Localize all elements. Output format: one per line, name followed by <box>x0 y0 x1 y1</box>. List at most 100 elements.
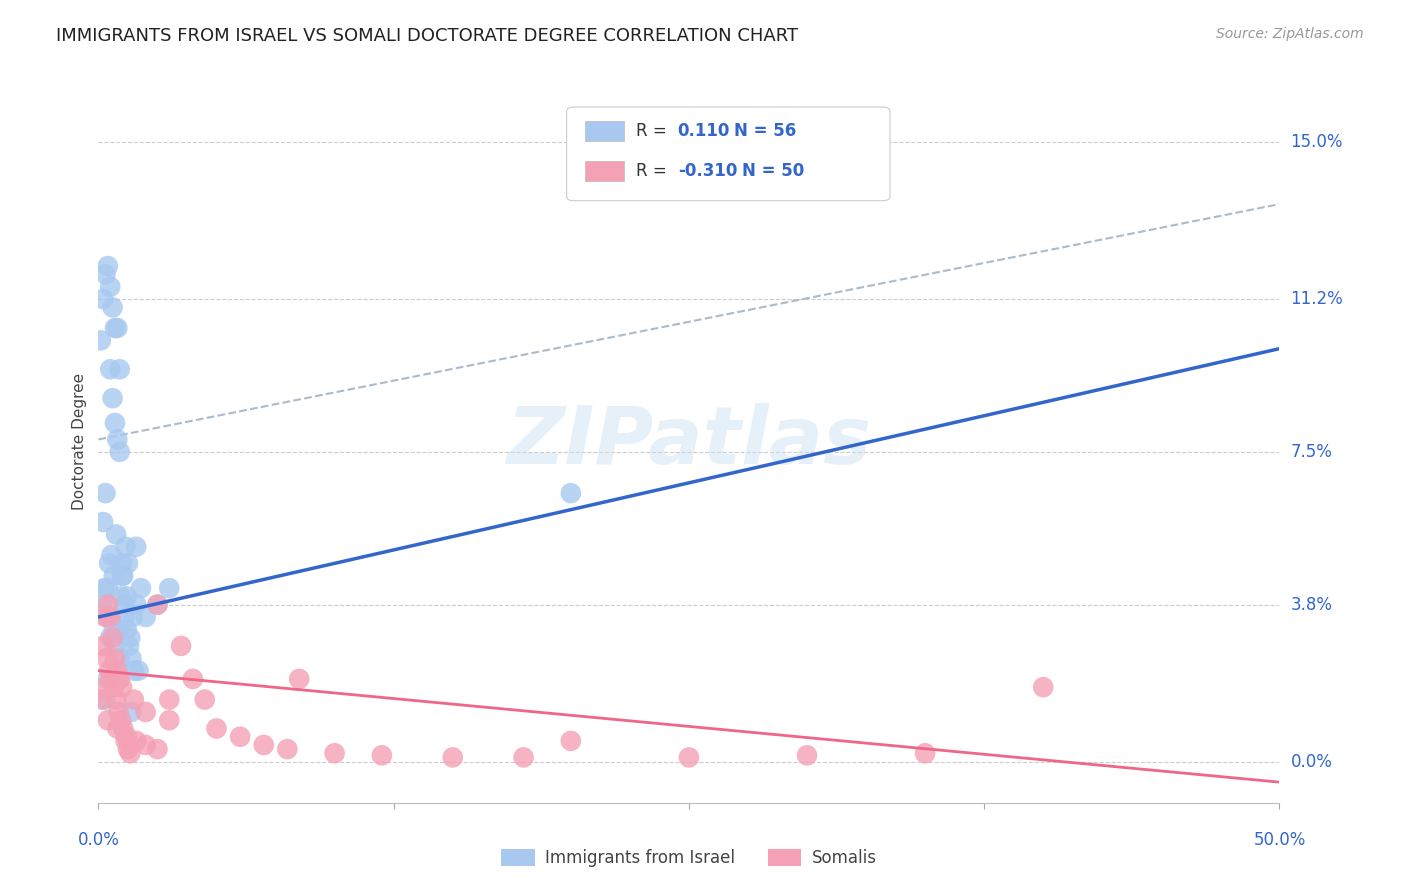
Point <box>111 680 134 694</box>
Point <box>98 631 121 645</box>
Point <box>108 672 131 686</box>
Point <box>91 292 114 306</box>
Legend: Immigrants from Israel, Somalis: Immigrants from Israel, Somalis <box>495 842 883 874</box>
Point <box>91 639 114 653</box>
Point <box>146 598 169 612</box>
Point <box>129 581 152 595</box>
Point <box>94 692 117 706</box>
Point <box>323 746 346 760</box>
Point <box>105 692 128 706</box>
Point <box>96 651 118 665</box>
Point <box>94 610 117 624</box>
Point <box>560 486 582 500</box>
Point <box>93 680 115 694</box>
Point <box>125 540 148 554</box>
Point <box>108 362 131 376</box>
Point <box>100 610 122 624</box>
Point <box>114 734 136 748</box>
Point <box>229 730 252 744</box>
Point <box>105 433 128 447</box>
Point <box>96 610 118 624</box>
Point <box>205 722 228 736</box>
Point <box>157 713 180 727</box>
Text: -0.310: -0.310 <box>678 162 737 180</box>
Point <box>110 590 132 604</box>
Point <box>94 486 117 500</box>
Point <box>115 730 138 744</box>
Text: 0.0%: 0.0% <box>77 830 120 848</box>
Point <box>128 664 150 678</box>
Point <box>97 672 120 686</box>
Point <box>120 631 142 645</box>
Point <box>98 362 121 376</box>
Text: 11.2%: 11.2% <box>1291 290 1343 308</box>
Point <box>103 680 125 694</box>
Point <box>104 321 127 335</box>
Point <box>105 664 128 678</box>
Point <box>914 746 936 760</box>
Point <box>91 692 114 706</box>
Point <box>441 750 464 764</box>
Point <box>157 581 180 595</box>
Point <box>100 672 122 686</box>
Point <box>1032 680 1054 694</box>
Point <box>678 750 700 764</box>
Point <box>90 334 112 348</box>
Text: R =: R = <box>636 122 672 140</box>
Point <box>108 445 131 459</box>
Point <box>512 750 534 764</box>
Point <box>146 742 169 756</box>
Point <box>101 301 124 315</box>
Point <box>288 672 311 686</box>
Point <box>93 581 115 595</box>
Point <box>125 734 148 748</box>
Text: 0.110: 0.110 <box>678 122 730 140</box>
Point <box>111 557 134 571</box>
Point <box>276 742 298 756</box>
Point <box>97 259 120 273</box>
Point <box>112 610 135 624</box>
Point <box>170 639 193 653</box>
Point <box>101 391 124 405</box>
Point <box>97 581 120 595</box>
Point <box>112 568 135 582</box>
Point <box>121 705 143 719</box>
Point <box>560 734 582 748</box>
Point <box>112 598 135 612</box>
Point <box>104 651 127 665</box>
Point <box>157 692 180 706</box>
Point <box>110 713 132 727</box>
Point <box>135 705 157 719</box>
Text: 15.0%: 15.0% <box>1291 133 1343 152</box>
Point <box>100 548 122 562</box>
Point <box>121 651 143 665</box>
Point <box>112 722 135 736</box>
Point <box>194 692 217 706</box>
Point <box>115 623 138 637</box>
Point <box>91 515 114 529</box>
Point <box>104 416 127 430</box>
Point <box>105 321 128 335</box>
Point <box>118 639 141 653</box>
Point <box>91 598 114 612</box>
Point <box>114 540 136 554</box>
Point <box>101 631 124 645</box>
Text: R =: R = <box>636 162 672 180</box>
Point <box>98 664 121 678</box>
Point <box>111 568 134 582</box>
Point <box>107 623 129 637</box>
Point <box>105 527 128 541</box>
Point <box>98 557 121 571</box>
Point <box>796 748 818 763</box>
Text: N = 56: N = 56 <box>734 122 796 140</box>
Point <box>103 568 125 582</box>
Text: 7.5%: 7.5% <box>1291 442 1333 461</box>
Point <box>103 623 125 637</box>
Point <box>108 651 131 665</box>
Text: 50.0%: 50.0% <box>1253 830 1306 848</box>
Point <box>371 748 394 763</box>
Point <box>181 672 204 686</box>
Text: 0.0%: 0.0% <box>1291 753 1333 771</box>
Point <box>146 598 169 612</box>
Point <box>115 590 138 604</box>
